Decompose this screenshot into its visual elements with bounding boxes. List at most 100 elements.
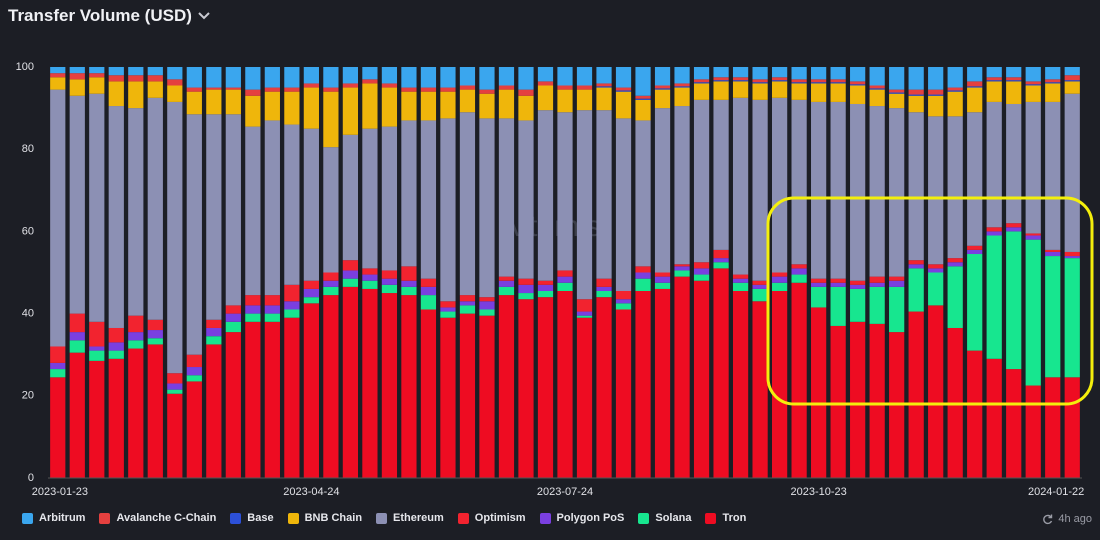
bar-segment [693,83,710,100]
bar-segment [362,128,378,269]
bar-segment [576,89,593,111]
bar-segment [284,317,300,478]
bar-segment [596,67,612,84]
updated-indicator[interactable]: 4h ago [1042,513,1092,525]
legend-item[interactable]: Tron [705,512,746,524]
bar-segment [401,87,417,92]
chart-title[interactable]: Transfer Volume (USD) [8,6,210,26]
bar-segment [323,87,339,92]
bar-segment [147,344,163,478]
bar-segment [342,278,359,287]
bar-segment [791,282,807,478]
legend-item[interactable]: Polygon PoS [539,512,624,524]
legend-item[interactable]: Ethereum [376,512,444,524]
bar-segment [752,284,768,289]
bar-segment [967,86,983,88]
bar-segment [264,321,280,478]
bar-segment [323,286,339,296]
bar-segment [440,67,456,88]
bar-segment [908,268,924,312]
bar-segment [401,91,417,121]
bar-segment [1025,235,1041,240]
dropdown-chevron [198,12,210,20]
bar-segment [811,278,827,283]
bar-segment [420,286,437,296]
bar-segment [693,99,710,263]
bar-segment [69,73,85,80]
bar-segment [381,87,398,127]
bar-segment [1064,377,1080,478]
bar-segment [362,79,378,84]
legend-item[interactable]: BNB Chain [287,512,363,524]
bar-segment [108,342,124,351]
bar-segment [186,114,202,355]
bar-segment [108,350,124,359]
bar-segment [811,101,827,279]
legend-label: BNB Chain [304,512,363,524]
bar-segment [362,288,378,478]
bar-segment [615,67,632,88]
refresh-icon [1043,514,1053,524]
bar-segment [1006,67,1022,78]
bar-segment [420,295,437,310]
bar-segment [518,120,534,279]
bar-segment [967,112,983,246]
bar-segment [1045,67,1061,80]
bar-segment [1045,79,1061,83]
bar-segment [654,282,671,289]
bar-segment [167,383,183,390]
bar-segment [50,346,66,363]
legend-item[interactable]: Optimism [457,512,526,524]
bar-segment [576,311,593,316]
bar-segment [245,321,261,478]
bar-segment [440,87,456,92]
bar-segment [889,286,905,333]
bar-segment [264,305,280,314]
bar-segment [245,313,261,322]
bar-segment [479,93,495,119]
bar-segment [889,280,905,287]
bar-segment [654,85,671,89]
title-text: Transfer Volume (USD) [8,6,192,25]
bar-segment [967,350,983,478]
bar-segment [889,67,905,90]
bar-segment [850,85,866,104]
bar-segment [537,284,554,291]
bar-segment [654,89,671,109]
bar-segment [576,315,593,318]
bar-segment [167,101,183,374]
legend-label: Optimism [474,512,526,524]
bar-segment [1064,258,1080,378]
bar-segment [693,67,710,80]
bar-segment [284,124,300,285]
bar-segment [479,89,495,94]
bar-segment [284,91,300,125]
bar-segment [167,85,183,102]
bar-segment [206,114,222,320]
bar-segment [713,80,729,82]
bar-segment [811,83,827,102]
bar-segment [889,108,905,277]
bar-segment [908,264,924,269]
legend-item[interactable]: Avalanche C-Chain [99,512,216,524]
bar-segment [732,290,749,478]
legend-label: Ethereum [393,512,444,524]
legend-item[interactable]: Base [230,512,274,524]
legend: Arbitrum Avalanche C-Chain Base BNB Chain Et… [22,512,746,524]
bar-segment [947,262,963,267]
bar-segment [928,268,944,273]
bar-segment [752,83,768,100]
bar-segment [225,114,241,306]
bar-segment [89,350,105,361]
bar-segment [420,67,437,88]
bar-segment [830,286,846,326]
bar-segment [771,67,788,78]
bar-segment [557,290,573,478]
bar-segment [889,276,905,281]
bar-segment [928,116,944,265]
bar-segment [635,278,651,291]
legend-item[interactable]: Arbitrum [22,512,85,524]
bar-segment [401,266,417,281]
legend-item[interactable]: Solana [638,512,691,524]
bar-segment [654,288,671,478]
